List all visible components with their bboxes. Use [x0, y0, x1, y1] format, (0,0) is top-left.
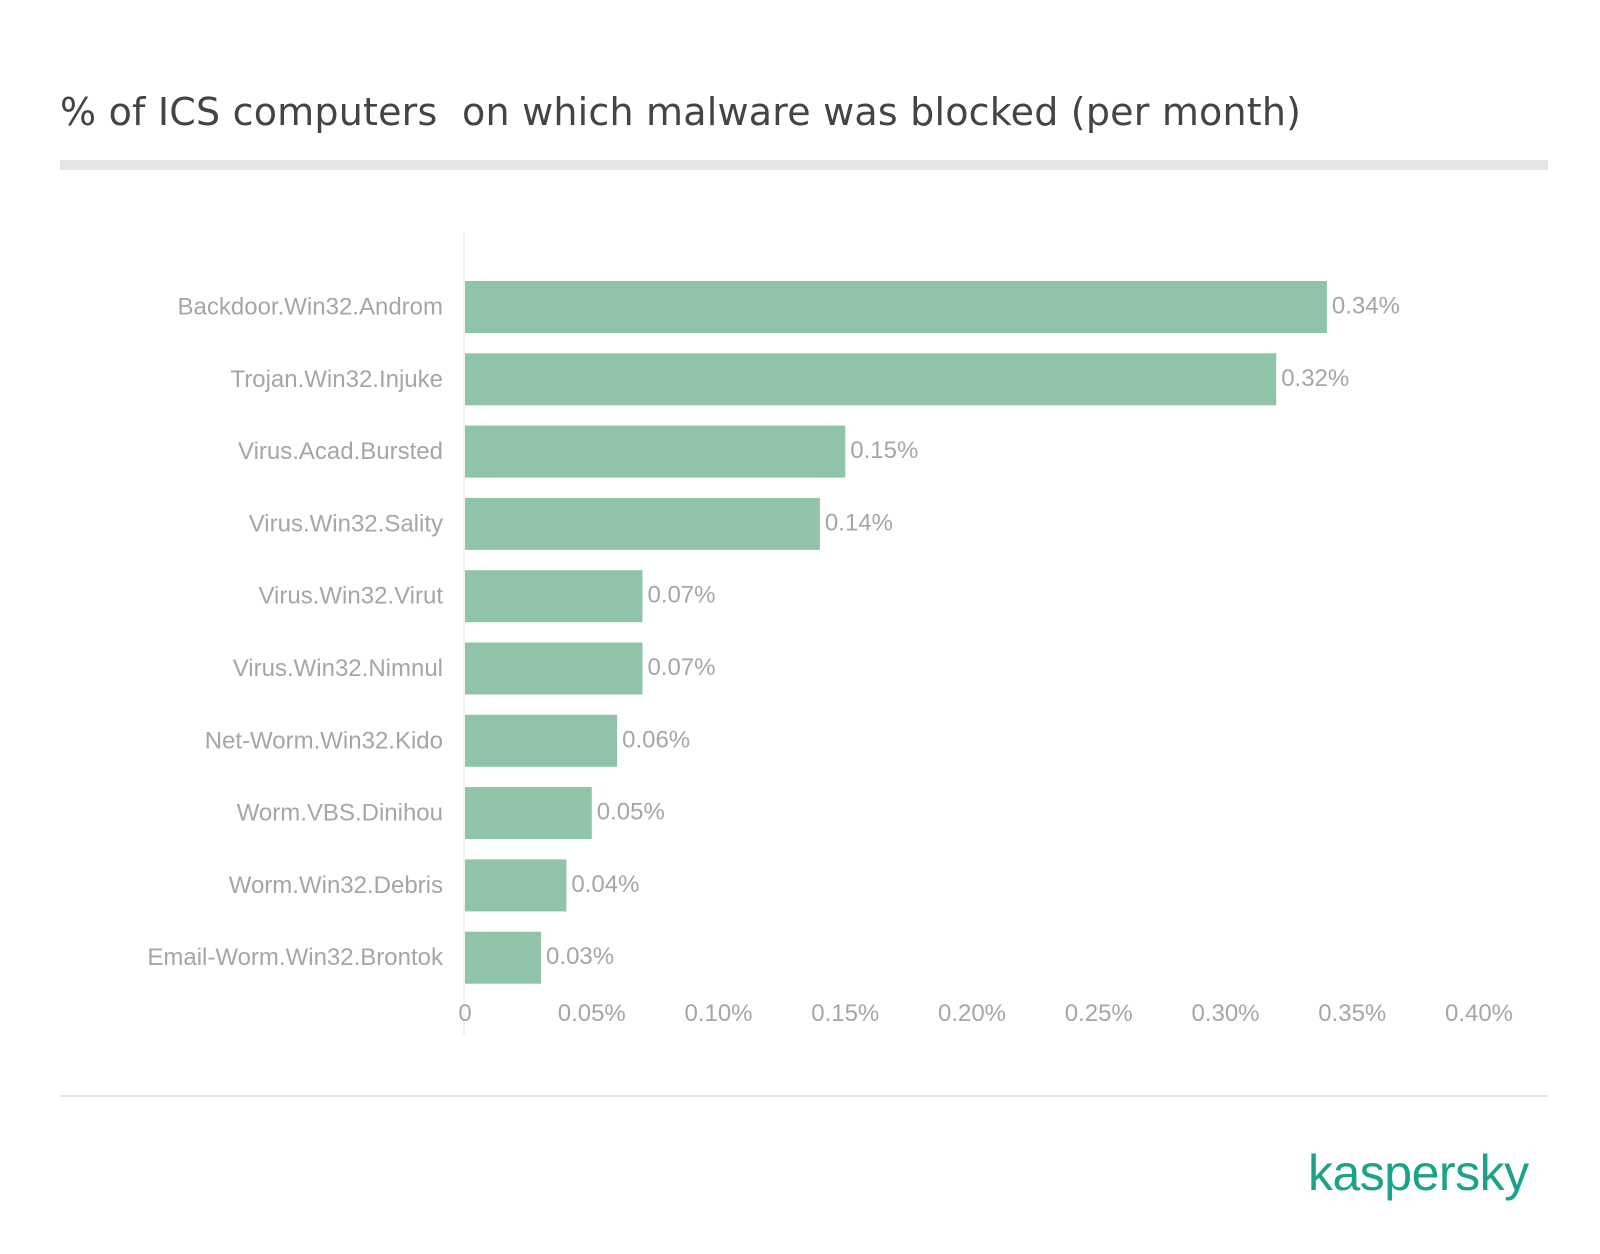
data-label: 0.15%	[850, 437, 918, 464]
bar	[465, 497, 820, 550]
data-label: 0.03%	[546, 943, 614, 970]
bar	[465, 425, 846, 478]
category-label: Worm.VBS.Dinihou	[237, 800, 443, 827]
data-label: 0.07%	[647, 582, 715, 609]
data-label: 0.06%	[622, 726, 690, 753]
data-label: 0.32%	[1281, 365, 1349, 392]
x-tick-label: 0.40%	[1445, 1000, 1513, 1027]
x-tick-label: 0.15%	[811, 1000, 879, 1027]
x-tick-label: 0.25%	[1065, 1000, 1133, 1027]
category-label: Net-Worm.Win32.Kido	[205, 727, 443, 754]
category-label: Email-Worm.Win32.Brontok	[147, 944, 444, 971]
bar	[465, 281, 1327, 333]
data-label: 0.05%	[597, 799, 665, 826]
x-tick-label: 0.10%	[684, 1000, 752, 1027]
category-label: Virus.Win32.Sality	[249, 510, 443, 537]
category-label: Trojan.Win32.Injuke	[230, 366, 443, 393]
category-label: Virus.Win32.Nimnul	[233, 655, 443, 682]
bar	[465, 931, 542, 984]
bar	[465, 353, 1277, 406]
x-tick-label: 0.20%	[938, 1000, 1006, 1027]
footer-divider	[60, 1095, 1548, 1097]
bar	[465, 570, 643, 623]
x-tick-label: 0.30%	[1191, 1000, 1259, 1027]
chart-title: % of ICS computers on which malware was …	[60, 90, 1302, 134]
x-tick-label: 0	[458, 1000, 471, 1027]
title-divider	[60, 160, 1548, 170]
data-label: 0.04%	[571, 871, 639, 898]
category-label: Worm.Win32.Debris	[229, 872, 443, 899]
bar	[465, 642, 643, 695]
data-label: 0.14%	[825, 509, 893, 536]
kaspersky-logo: kaspersky	[1308, 1145, 1529, 1201]
x-tick-label: 0.05%	[558, 1000, 626, 1027]
category-label: Virus.Acad.Bursted	[238, 438, 443, 465]
bar	[465, 859, 567, 912]
bar	[465, 714, 618, 767]
data-label: 0.34%	[1332, 293, 1400, 320]
category-label: Virus.Win32.Virut	[258, 583, 443, 610]
x-tick-label: 0.35%	[1318, 1000, 1386, 1027]
category-label: Backdoor.Win32.Androm	[178, 294, 443, 321]
data-label: 0.07%	[647, 654, 715, 681]
bar	[465, 787, 592, 840]
